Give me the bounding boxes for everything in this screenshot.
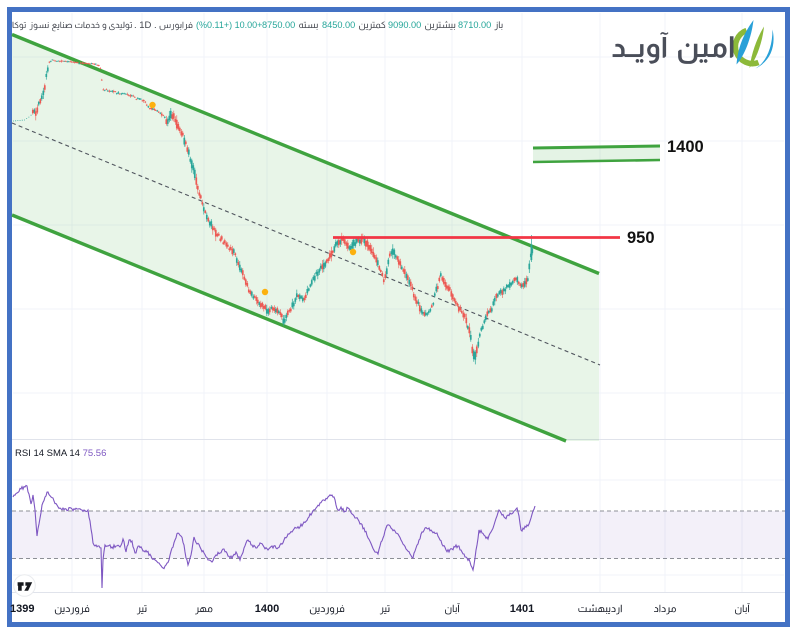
svg-text:950: 950 <box>627 229 655 247</box>
svg-text:1399: 1399 <box>10 603 34 615</box>
svg-text:1401: 1401 <box>510 603 534 615</box>
svg-text:RSI 14 SMA 14 75.56: RSI 14 SMA 14 75.56 <box>15 448 106 459</box>
svg-text:8450.00: 8450.00 <box>322 20 355 30</box>
svg-text:1400: 1400 <box>255 603 279 615</box>
svg-text:. 1D .: . 1D . <box>134 20 157 31</box>
svg-text:8750.00: 8750.00 <box>262 20 295 30</box>
svg-text:(%0.11+) 10.00+: (%0.11+) 10.00+ <box>196 20 262 30</box>
svg-text:1400: 1400 <box>667 138 704 156</box>
svg-text:8710.00: 8710.00 <box>458 20 491 30</box>
svg-text:9090.00: 9090.00 <box>388 20 421 30</box>
